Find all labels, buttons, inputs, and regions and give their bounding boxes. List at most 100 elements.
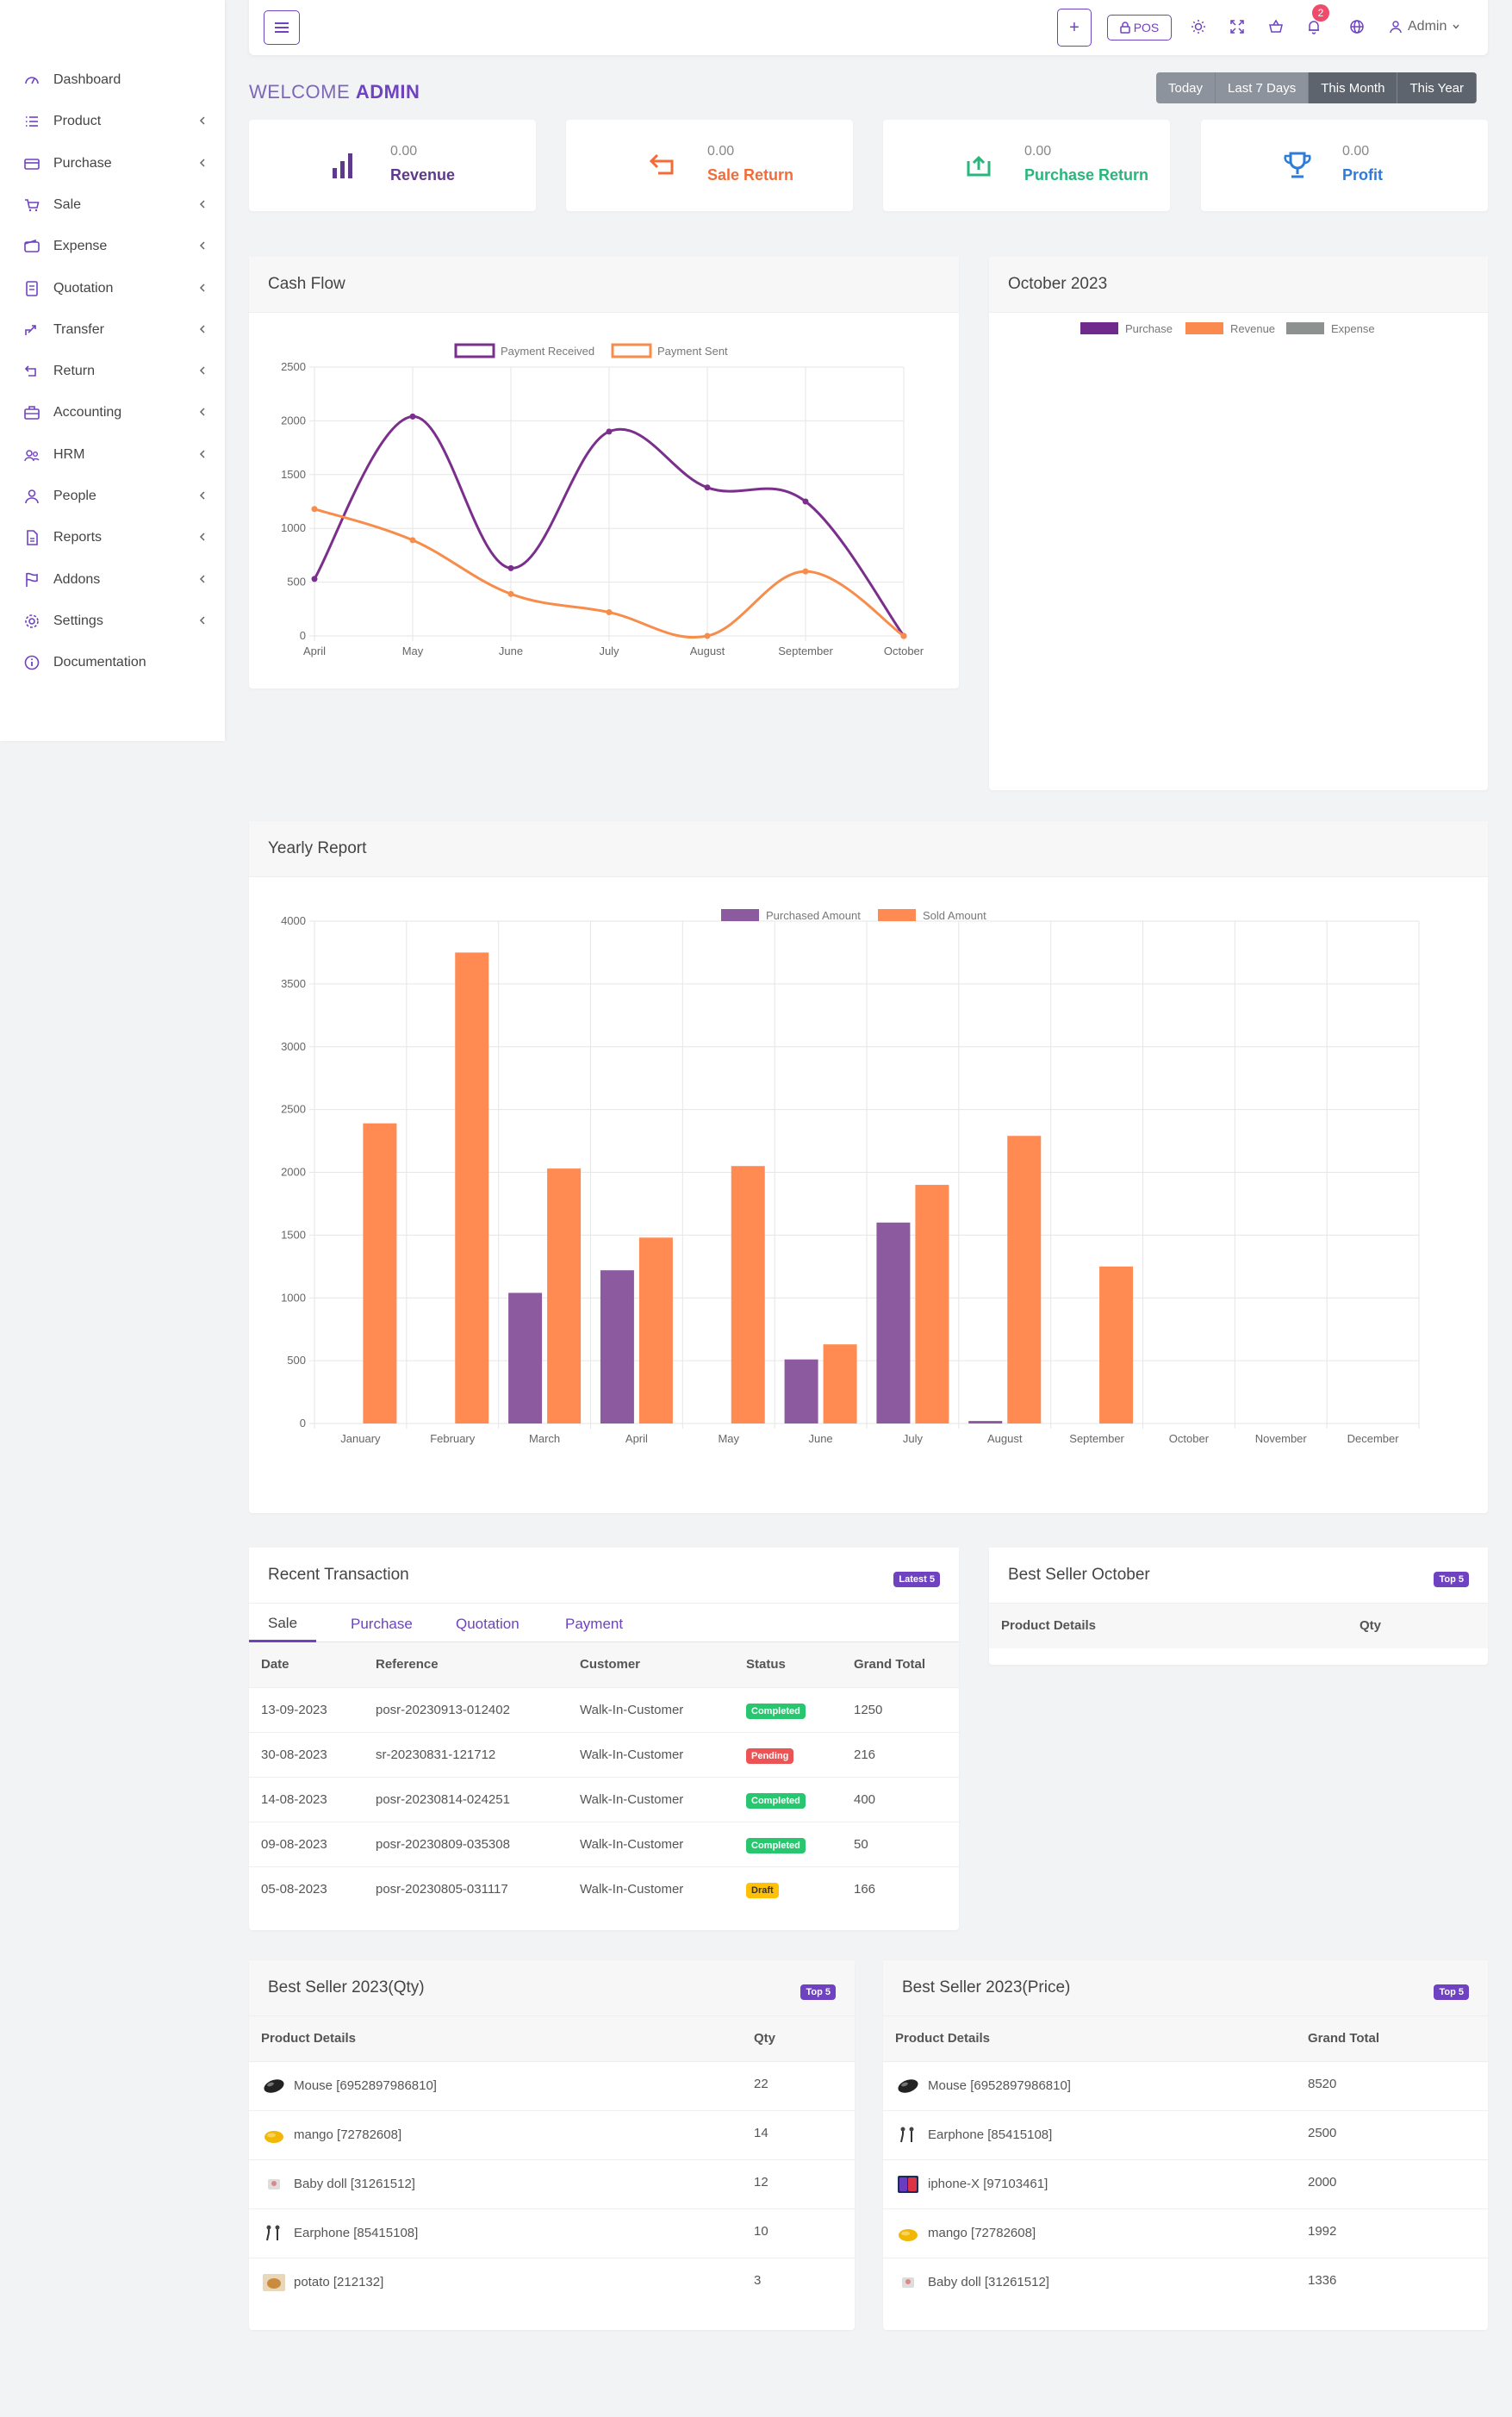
tab-purchase[interactable]: Purchase — [351, 1616, 413, 1632]
table-row[interactable]: mango [72782608] 14 — [249, 2110, 855, 2159]
sidebar-item-reports[interactable]: Reports — [0, 519, 225, 557]
bar-sold-amount — [731, 1166, 765, 1423]
range-this-month[interactable]: This Month — [1309, 72, 1398, 103]
add-button[interactable]: + — [1057, 9, 1092, 47]
best-seller-month-title: Best Seller October — [1008, 1566, 1150, 1584]
pos-button[interactable]: POS — [1107, 15, 1172, 40]
status-badge: Completed — [746, 1793, 806, 1809]
table-row[interactable]: iphone-X [97103461] 2000 — [883, 2159, 1488, 2208]
sidebar-item-label: Quotation — [53, 280, 114, 296]
table-row[interactable]: Earphone [85415108] 2500 — [883, 2110, 1488, 2159]
notifications-button[interactable] — [1304, 17, 1323, 36]
x-tick-label: May — [718, 1432, 739, 1445]
legend-label: Payment Sent — [657, 345, 728, 358]
menu-toggle-button[interactable] — [264, 10, 300, 45]
stat-card-sale-return[interactable]: 0.00 Sale Return — [566, 120, 853, 211]
sidebar-item-dashboard[interactable]: Dashboard — [0, 61, 225, 99]
sidebar-item-purchase[interactable]: Purchase — [0, 145, 225, 183]
best-seller-month-panel: Best Seller October Top 5 Product Detail… — [989, 1548, 1488, 1665]
x-tick-label: June — [499, 645, 523, 657]
column-header: Qty — [1360, 1618, 1382, 1633]
sidebar-item-hrm[interactable]: HRM — [0, 436, 225, 474]
legend-swatch — [454, 343, 495, 358]
product-value: 1992 — [1308, 2224, 1337, 2239]
table-row[interactable]: mango [72782608] 1992 — [883, 2208, 1488, 2258]
cart-icon — [23, 196, 40, 214]
table-row[interactable]: Baby doll [31261512] 1336 — [883, 2258, 1488, 2307]
legend-swatch — [721, 909, 759, 921]
sidebar-item-sale[interactable]: Sale — [0, 186, 225, 224]
theme-toggle-button[interactable] — [1189, 17, 1208, 36]
cart-button[interactable] — [1266, 17, 1285, 36]
sidebar-item-label: Settings — [53, 613, 103, 628]
data-point — [802, 498, 809, 505]
tab-sale[interactable]: Sale — [249, 1606, 317, 1642]
sidebar-item-return[interactable]: Return — [0, 352, 225, 390]
sidebar: Dashboard Product Purchase Sale Expense Quota… — [0, 0, 225, 741]
product-value: 1336 — [1308, 2273, 1337, 2288]
range-today[interactable]: Today — [1156, 72, 1216, 103]
table-row[interactable]: 09-08-2023 posr-20230809-035308 Walk-In-Cu… — [249, 1822, 959, 1866]
sidebar-item-expense[interactable]: Expense — [0, 227, 225, 265]
language-button[interactable] — [1347, 17, 1366, 36]
tab-quotation[interactable]: Quotation — [456, 1616, 520, 1632]
table-row[interactable]: Baby doll [31261512] 12 — [249, 2159, 855, 2208]
sidebar-item-transfer[interactable]: Transfer — [0, 311, 225, 349]
legend-swatch — [611, 343, 652, 358]
table-row[interactable]: potato [212132] 3 — [249, 2258, 855, 2307]
table-row[interactable]: Mouse [6952897986810] 22 — [249, 2061, 855, 2110]
column-header: Status — [746, 1657, 786, 1672]
y-tick-label: 1000 — [281, 1291, 306, 1304]
range-this-year[interactable]: This Year — [1397, 72, 1477, 103]
range-last-7-days[interactable]: Last 7 Days — [1216, 72, 1310, 103]
fullscreen-button[interactable] — [1228, 17, 1247, 36]
stat-card-profit[interactable]: 0.00 Profit — [1201, 120, 1488, 211]
potato-icon — [261, 2273, 287, 2292]
legend-label: Purchase — [1125, 322, 1173, 335]
sidebar-item-label: Reports — [53, 530, 103, 545]
phone-icon — [895, 2175, 921, 2194]
transaction-tabs: Sale Purchase Quotation Payment — [249, 1606, 959, 1642]
sidebar-item-documentation[interactable]: Documentation — [0, 644, 225, 682]
chevron-left-icon — [198, 240, 207, 253]
table-row[interactable]: 05-08-2023 posr-20230805-031117 Walk-In-Cu… — [249, 1866, 959, 1911]
sidebar-item-product[interactable]: Product — [0, 103, 225, 140]
cell-customer: Walk-In-Customer — [580, 1703, 684, 1717]
bar-purchased-amount — [600, 1270, 634, 1423]
sidebar-item-addons[interactable]: Addons — [0, 561, 225, 599]
table-row[interactable]: Earphone [85415108] 10 — [249, 2208, 855, 2258]
table-row[interactable]: 13-09-2023 posr-20230913-012402 Walk-In-Cu… — [249, 1687, 959, 1732]
welcome-prefix: WELCOME — [249, 81, 351, 103]
tab-payment[interactable]: Payment — [565, 1616, 624, 1632]
sidebar-item-people[interactable]: People — [0, 477, 225, 515]
table-row[interactable]: 14-08-2023 posr-20230814-024251 Walk-In-Cu… — [249, 1777, 959, 1822]
product-value: 8520 — [1308, 2077, 1337, 2091]
sidebar-item-quotation[interactable]: Quotation — [0, 270, 225, 308]
legend-swatch — [878, 909, 916, 921]
stat-card-revenue[interactable]: 0.00 Revenue — [249, 120, 536, 211]
chevron-left-icon — [198, 323, 207, 337]
sidebar-item-label: People — [53, 489, 96, 503]
sidebar-item-label: Accounting — [53, 405, 122, 420]
product-value: 3 — [754, 2273, 762, 2288]
cell-reference: posr-20230913-012402 — [376, 1703, 510, 1717]
cell-total: 400 — [854, 1792, 876, 1807]
product-value: 12 — [754, 2175, 768, 2190]
stat-value: 0.00 — [1342, 144, 1370, 159]
table-row[interactable]: Mouse [6952897986810] 8520 — [883, 2061, 1488, 2110]
legend-label: Sold Amount — [923, 909, 986, 922]
table-row[interactable]: 30-08-2023 sr-20230831-121712 Walk-In-Cust… — [249, 1732, 959, 1777]
best-seller-qty-panel: Best Seller 2023(Qty) Top 5 Product Deta… — [249, 1960, 855, 2330]
best-seller-table-header: Product Details Qty — [249, 2016, 855, 2061]
x-tick-label: July — [903, 1432, 924, 1445]
stat-card-purchase-return[interactable]: 0.00 Purchase Return — [883, 120, 1170, 211]
product-value: 10 — [754, 2224, 768, 2239]
trophy-icon — [1283, 151, 1312, 182]
sidebar-item-accounting[interactable]: Accounting — [0, 394, 225, 432]
recent-transaction-panel: Recent Transaction Latest 5 Sale Purchase… — [249, 1548, 959, 1930]
user-menu[interactable]: Admin — [1389, 19, 1460, 34]
sidebar-item-settings[interactable]: Settings — [0, 602, 225, 640]
chevron-down-icon — [1453, 24, 1459, 29]
return-icon — [23, 363, 40, 380]
briefcase-icon — [23, 404, 40, 421]
